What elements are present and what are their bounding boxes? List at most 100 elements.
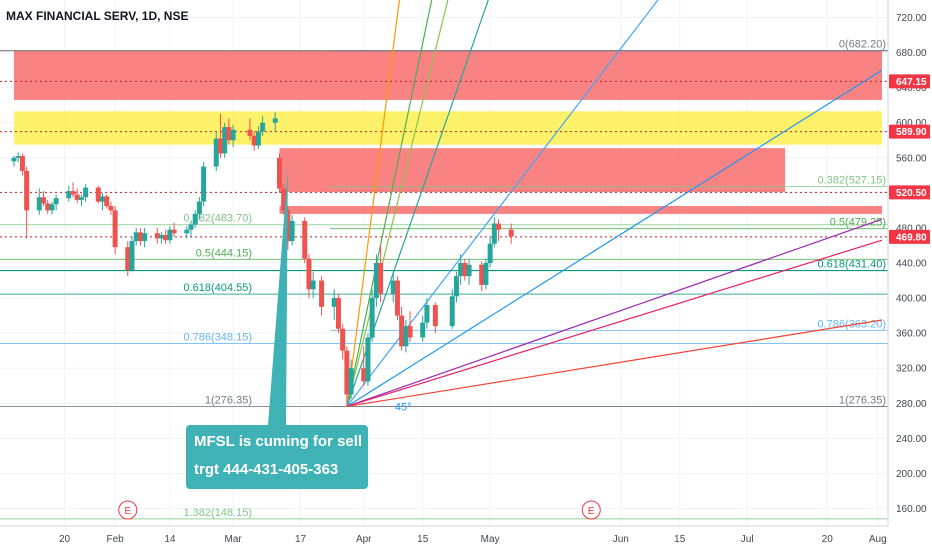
candle-body bbox=[78, 197, 84, 200]
candle-body bbox=[95, 187, 101, 202]
fib-label-right: 0.382(527.15) bbox=[818, 175, 887, 187]
gann-rays bbox=[346, 0, 883, 408]
candle-body bbox=[112, 210, 118, 248]
candle-body bbox=[247, 129, 253, 136]
candle-body bbox=[394, 280, 400, 316]
candle-body bbox=[487, 243, 493, 263]
y-tick-label: 680.00 bbox=[896, 48, 927, 59]
zone-rect bbox=[279, 148, 786, 192]
candle-body bbox=[217, 138, 223, 154]
candle-body bbox=[104, 196, 110, 207]
callout-pointer bbox=[268, 168, 288, 425]
candle-body bbox=[424, 305, 430, 323]
gann-ray bbox=[346, 69, 883, 407]
candle-body bbox=[289, 220, 295, 242]
fib-label-right: 0.5(479.25) bbox=[830, 217, 886, 229]
fib-label-left: 1(276.35) bbox=[205, 394, 252, 406]
price-label: 520.50 bbox=[896, 188, 927, 199]
candle-body bbox=[407, 326, 413, 338]
fib-label-left: 0.786(348.15) bbox=[184, 332, 253, 344]
candle-body bbox=[192, 213, 198, 225]
y-tick-label: 600.00 bbox=[896, 118, 927, 129]
candle-body bbox=[508, 229, 514, 237]
x-tick-label: Aug bbox=[869, 534, 887, 545]
candle-body bbox=[167, 229, 173, 241]
x-axis[interactable]: 20 Feb 14 Mar 17 Apr 15 May Jun 15 Jul 20 Aug bbox=[0, 525, 888, 550]
y-tick-label: 360.00 bbox=[896, 329, 927, 340]
fib-label-left: 0.618(404.55) bbox=[184, 282, 253, 294]
gann-ray bbox=[346, 0, 449, 407]
candle-body bbox=[154, 233, 160, 239]
candle-body bbox=[83, 187, 89, 198]
candle-body bbox=[331, 298, 337, 307]
candle-body bbox=[361, 368, 367, 382]
zones bbox=[14, 50, 882, 214]
fib-label-left: 0.382(483.70) bbox=[184, 213, 253, 225]
candle-body bbox=[24, 170, 30, 211]
y-tick-label: 280.00 bbox=[896, 399, 927, 410]
candle-body bbox=[432, 305, 438, 327]
candle-body bbox=[66, 191, 72, 199]
earnings-label: E bbox=[124, 506, 131, 517]
x-tick-label: 17 bbox=[295, 534, 307, 545]
earnings-marker bbox=[118, 500, 138, 520]
y-axis[interactable]: 720.00680.00640.00600.00560.00520.00480.… bbox=[887, 0, 932, 550]
y-tick-label: 200.00 bbox=[896, 469, 927, 480]
x-tick-label: Mar bbox=[224, 534, 242, 545]
gann-ray bbox=[346, 239, 883, 408]
candles bbox=[11, 112, 514, 407]
earnings-marker bbox=[581, 500, 601, 520]
x-tick-label: Apr bbox=[356, 534, 372, 545]
candle-body bbox=[11, 157, 17, 162]
candle-body bbox=[70, 191, 76, 195]
fib-levels: 0.382(483.70) 0.5(444.15) 0.618(404.55) 0.7… bbox=[0, 39, 888, 520]
x-tick-label: 20 bbox=[59, 534, 71, 545]
candle-body bbox=[390, 280, 396, 294]
x-tick-label: 20 bbox=[822, 534, 834, 545]
candle-body bbox=[158, 234, 164, 239]
x-tick-label: May bbox=[481, 534, 500, 545]
fib-label-right: 0.618(431.40) bbox=[818, 259, 887, 271]
fib-label-left: 0.5(444.15) bbox=[196, 247, 252, 259]
y-tick-label: 400.00 bbox=[896, 294, 927, 305]
price-label-bg bbox=[889, 74, 930, 89]
x-tick-label: Jul bbox=[741, 534, 754, 545]
x-tick-label: 15 bbox=[674, 534, 686, 545]
candle-body bbox=[483, 263, 489, 285]
candle-body bbox=[466, 264, 472, 277]
candle-body bbox=[276, 157, 282, 189]
candle-body bbox=[251, 135, 257, 146]
y-tick-label: 440.00 bbox=[896, 259, 927, 270]
grid bbox=[0, 0, 888, 526]
candle-body bbox=[15, 156, 21, 158]
earnings-label: E bbox=[588, 506, 595, 517]
candle-body bbox=[74, 194, 80, 200]
fib-label-right: 0(682.20) bbox=[839, 39, 886, 51]
candle-body bbox=[53, 198, 59, 205]
price-label-bg bbox=[889, 124, 930, 139]
candle-body bbox=[306, 258, 312, 290]
candle-body bbox=[188, 224, 194, 230]
candle-body bbox=[196, 201, 202, 214]
candle-body bbox=[281, 188, 287, 211]
candle-body bbox=[340, 328, 346, 351]
fib-label-left: 1.382(148.15) bbox=[184, 507, 253, 519]
candle-body bbox=[36, 197, 42, 211]
candle-body bbox=[226, 127, 232, 141]
candle-body bbox=[45, 203, 51, 211]
candle-body bbox=[40, 197, 46, 204]
candle-body bbox=[260, 122, 266, 132]
candle-body bbox=[129, 241, 135, 271]
candle-body bbox=[449, 296, 455, 327]
y-tick-label: 240.00 bbox=[896, 434, 927, 445]
candle-body bbox=[142, 233, 148, 242]
price-label-bg bbox=[889, 185, 930, 200]
fib-label-right: 1(276.35) bbox=[839, 394, 886, 406]
candle-body bbox=[491, 223, 497, 244]
candle-body bbox=[319, 280, 325, 307]
gann-ray bbox=[346, 0, 400, 407]
candle-body bbox=[108, 206, 114, 211]
callout: MFSL is cuming for sell trgt 444-431-405-… bbox=[186, 168, 368, 489]
candle-body bbox=[255, 131, 261, 146]
